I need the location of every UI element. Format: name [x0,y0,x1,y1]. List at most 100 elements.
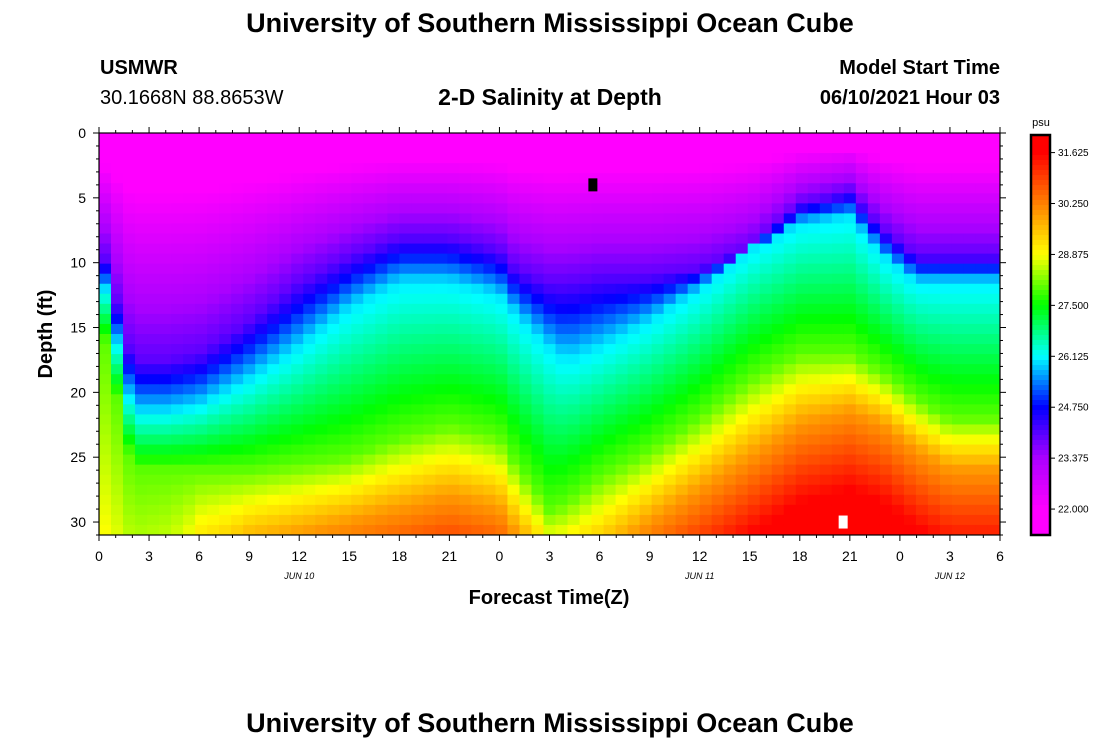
heatmap-cell [651,223,665,235]
colorbar-swatch [1031,210,1050,216]
heatmap-cell [675,454,689,466]
heatmap-cell [903,444,917,456]
heatmap-cell [939,464,953,476]
heatmap-cell [747,434,761,446]
heatmap-cell [135,444,148,456]
heatmap-cell [243,223,256,235]
heatmap-cell [831,253,845,265]
heatmap-cell [195,193,208,204]
heatmap-cell [831,504,845,516]
heatmap-cell [939,424,953,436]
heatmap-cell [867,213,881,225]
heatmap-cell [687,253,701,265]
heatmap-cell [555,133,569,144]
heatmap-cell [543,293,557,305]
colorbar-swatch [1031,455,1050,461]
heatmap-cell [123,444,136,456]
heatmap-cell [795,504,809,516]
heatmap-cell [171,364,184,375]
heatmap-cell [927,514,941,526]
heatmap-cell [591,504,605,516]
heatmap-cell [387,384,400,395]
heatmap-cell [339,293,352,305]
heatmap-cell [855,514,869,526]
heatmap-cell [963,474,977,486]
heatmap-cell [135,454,148,466]
heatmap-cell [99,163,112,174]
heatmap-cell [699,183,713,194]
heatmap-cell [663,163,677,174]
heatmap-cell [171,223,184,235]
heatmap-cell [987,163,1000,174]
heatmap-cell [723,394,737,405]
heatmap-cell [579,384,593,395]
heatmap-cell [699,143,713,154]
heatmap-cell [375,404,388,415]
heatmap-cell [651,444,665,456]
heatmap-cell [291,434,304,446]
heatmap-cell [579,203,593,214]
heatmap-cell [435,474,448,486]
heatmap-cell [111,293,124,305]
heatmap-cell [759,504,773,516]
heatmap-cell [279,524,292,535]
heatmap-cell [435,464,448,476]
heatmap-cell [579,133,593,144]
heatmap-cell [975,434,989,446]
heatmap-cell [459,193,473,204]
heatmap-cell [435,374,448,385]
heatmap-cell [591,173,605,184]
heatmap-cell [303,404,316,415]
heatmap-cell [507,364,521,375]
heatmap-cell [387,424,400,436]
heatmap-cell [627,424,641,436]
heatmap-cell [291,253,304,265]
heatmap-cell [747,223,761,235]
heatmap-cell [543,253,557,265]
heatmap-cell [387,404,400,415]
heatmap-cell [987,253,1000,265]
heatmap-cell [723,414,737,426]
heatmap-cell [135,193,148,204]
heatmap-cell [495,394,509,405]
heatmap-cell [195,183,208,194]
heatmap-cell [471,193,485,204]
heatmap-cell [375,193,388,204]
heatmap-cell [339,454,352,466]
heatmap-cell [831,514,845,526]
heatmap-cell [399,394,412,405]
heatmap-cell [927,213,941,225]
heatmap-cell [243,464,256,476]
heatmap-cell [135,173,148,184]
heatmap-cell [975,283,989,295]
heatmap-cell [807,474,821,486]
heatmap-cell [207,303,220,315]
heatmap-cell [303,394,316,405]
heatmap-cell [339,273,352,285]
heatmap-cell [987,344,1000,355]
heatmap-cell [939,173,953,184]
heatmap-cell [507,394,521,405]
heatmap-cell [663,263,677,275]
heatmap-cell [339,414,352,426]
heatmap-cell [987,384,1000,395]
heatmap-cell [111,163,124,174]
heatmap-cell [195,434,208,446]
heatmap-cell [483,323,497,335]
heatmap-cell [831,394,845,405]
heatmap-cell [147,404,160,415]
heatmap-cell [471,173,485,184]
heatmap-cell [759,283,773,295]
heatmap-cell [819,173,833,184]
heatmap-cell [651,414,665,426]
heatmap-cell [387,474,400,486]
heatmap-cell [339,384,352,395]
heatmap-cell [603,293,617,305]
heatmap-cell [687,474,701,486]
heatmap-cell [231,354,244,365]
heatmap-cell [183,394,196,405]
heatmap-cell [147,494,160,506]
heatmap-cell [267,213,280,225]
heatmap-cell [795,263,809,275]
heatmap-cell [219,213,232,225]
